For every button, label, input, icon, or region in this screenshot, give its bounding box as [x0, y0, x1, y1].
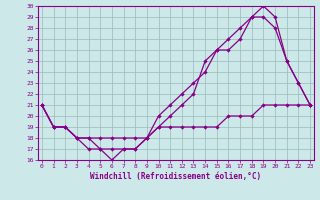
X-axis label: Windchill (Refroidissement éolien,°C): Windchill (Refroidissement éolien,°C)	[91, 172, 261, 181]
